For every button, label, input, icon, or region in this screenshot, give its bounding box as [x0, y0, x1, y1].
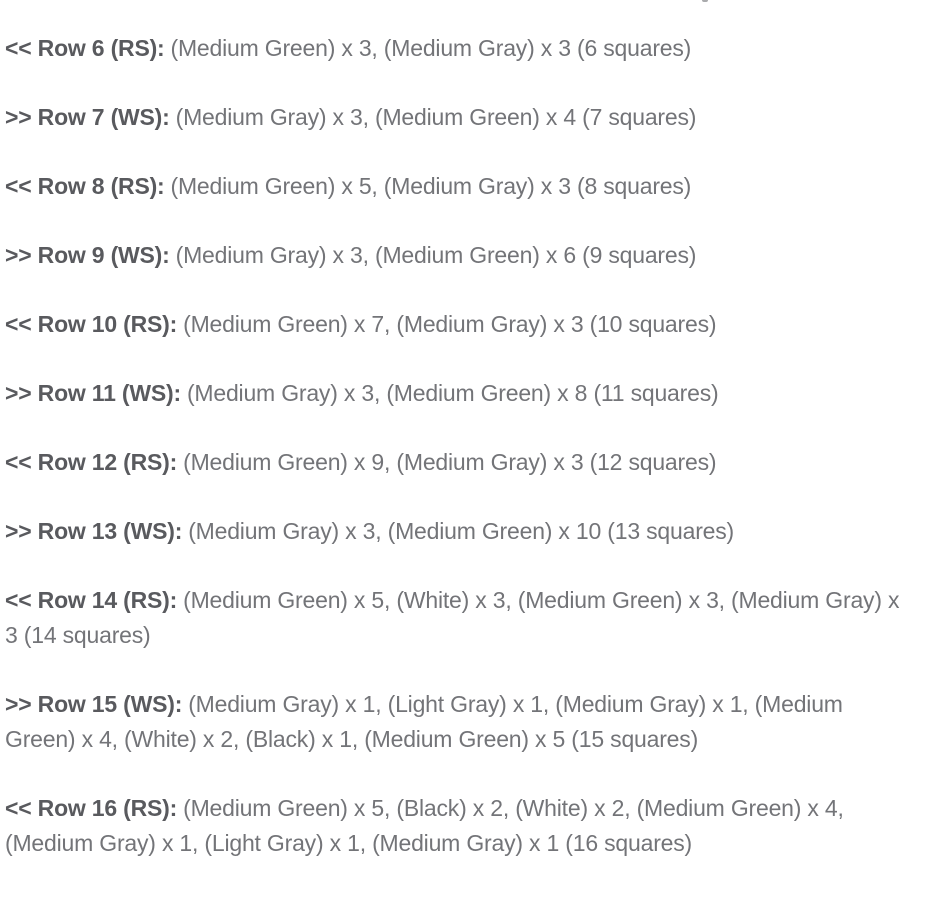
row-label: >> Row 9 (WS):: [5, 242, 170, 268]
row-label: << Row 6 (RS):: [5, 35, 165, 61]
row-text: (Medium Green) x 7, (Medium Gray) x 3 (1…: [183, 311, 717, 337]
pattern-row: >> Row 13 (WS): (Medium Gray) x 3, (Mediu…: [5, 514, 918, 549]
row-label: << Row 8 (RS):: [5, 173, 165, 199]
row-text: (Medium Green) x 5, (Medium Gray) x 3 (8…: [170, 173, 692, 199]
row-label: >> Row 13 (WS):: [5, 518, 183, 544]
row-text: (Medium Gray) x 3, (Medium Green) x 8 (1…: [186, 380, 719, 406]
pattern-row: << Row 16 (RS): (Medium Green) x 5, (Blac…: [5, 791, 918, 861]
row-label: << Row 12 (RS):: [5, 449, 178, 475]
row-text: (Medium Green) x 5, (White) x 3, (Medium…: [5, 587, 900, 648]
row-text: (Medium Green) x 9, (Medium Gray) x 3 (1…: [183, 449, 717, 475]
clipped-text-fragment: [702, 0, 708, 2]
row-label: >> Row 7 (WS):: [5, 104, 170, 130]
row-label: >> Row 15 (WS):: [5, 691, 183, 717]
row-text: (Medium Green) x 3, (Medium Gray) x 3 (6…: [170, 35, 692, 61]
pattern-row: << Row 10 (RS): (Medium Green) x 7, (Medi…: [5, 307, 918, 342]
row-text: (Medium Gray) x 1, (Light Gray) x 1, (Me…: [5, 691, 843, 752]
row-text: (Medium Gray) x 3, (Medium Green) x 4 (7…: [175, 104, 697, 130]
pattern-row: >> Row 15 (WS): (Medium Gray) x 1, (Light…: [5, 687, 918, 757]
pattern-row: >> Row 7 (WS): (Medium Gray) x 3, (Medium…: [5, 100, 918, 135]
pattern-row: >> Row 9 (WS): (Medium Gray) x 3, (Medium…: [5, 238, 918, 273]
pattern-instructions: << Row 6 (RS): (Medium Green) x 3, (Mediu…: [5, 31, 918, 861]
pattern-row: >> Row 11 (WS): (Medium Gray) x 3, (Mediu…: [5, 376, 918, 411]
row-label: << Row 14 (RS):: [5, 587, 178, 613]
pattern-row: << Row 12 (RS): (Medium Green) x 9, (Medi…: [5, 445, 918, 480]
pattern-row: << Row 6 (RS): (Medium Green) x 3, (Mediu…: [5, 31, 918, 66]
pattern-row: << Row 8 (RS): (Medium Green) x 5, (Mediu…: [5, 169, 918, 204]
row-text: (Medium Gray) x 3, (Medium Green) x 6 (9…: [175, 242, 697, 268]
row-label: >> Row 11 (WS):: [5, 380, 181, 406]
row-label: << Row 10 (RS):: [5, 311, 178, 337]
row-text: (Medium Green) x 5, (Black) x 2, (White)…: [5, 795, 844, 856]
pattern-row: << Row 14 (RS): (Medium Green) x 5, (Whit…: [5, 583, 918, 653]
row-label: << Row 16 (RS):: [5, 795, 178, 821]
row-text: (Medium Gray) x 3, (Medium Green) x 10 (…: [188, 518, 735, 544]
